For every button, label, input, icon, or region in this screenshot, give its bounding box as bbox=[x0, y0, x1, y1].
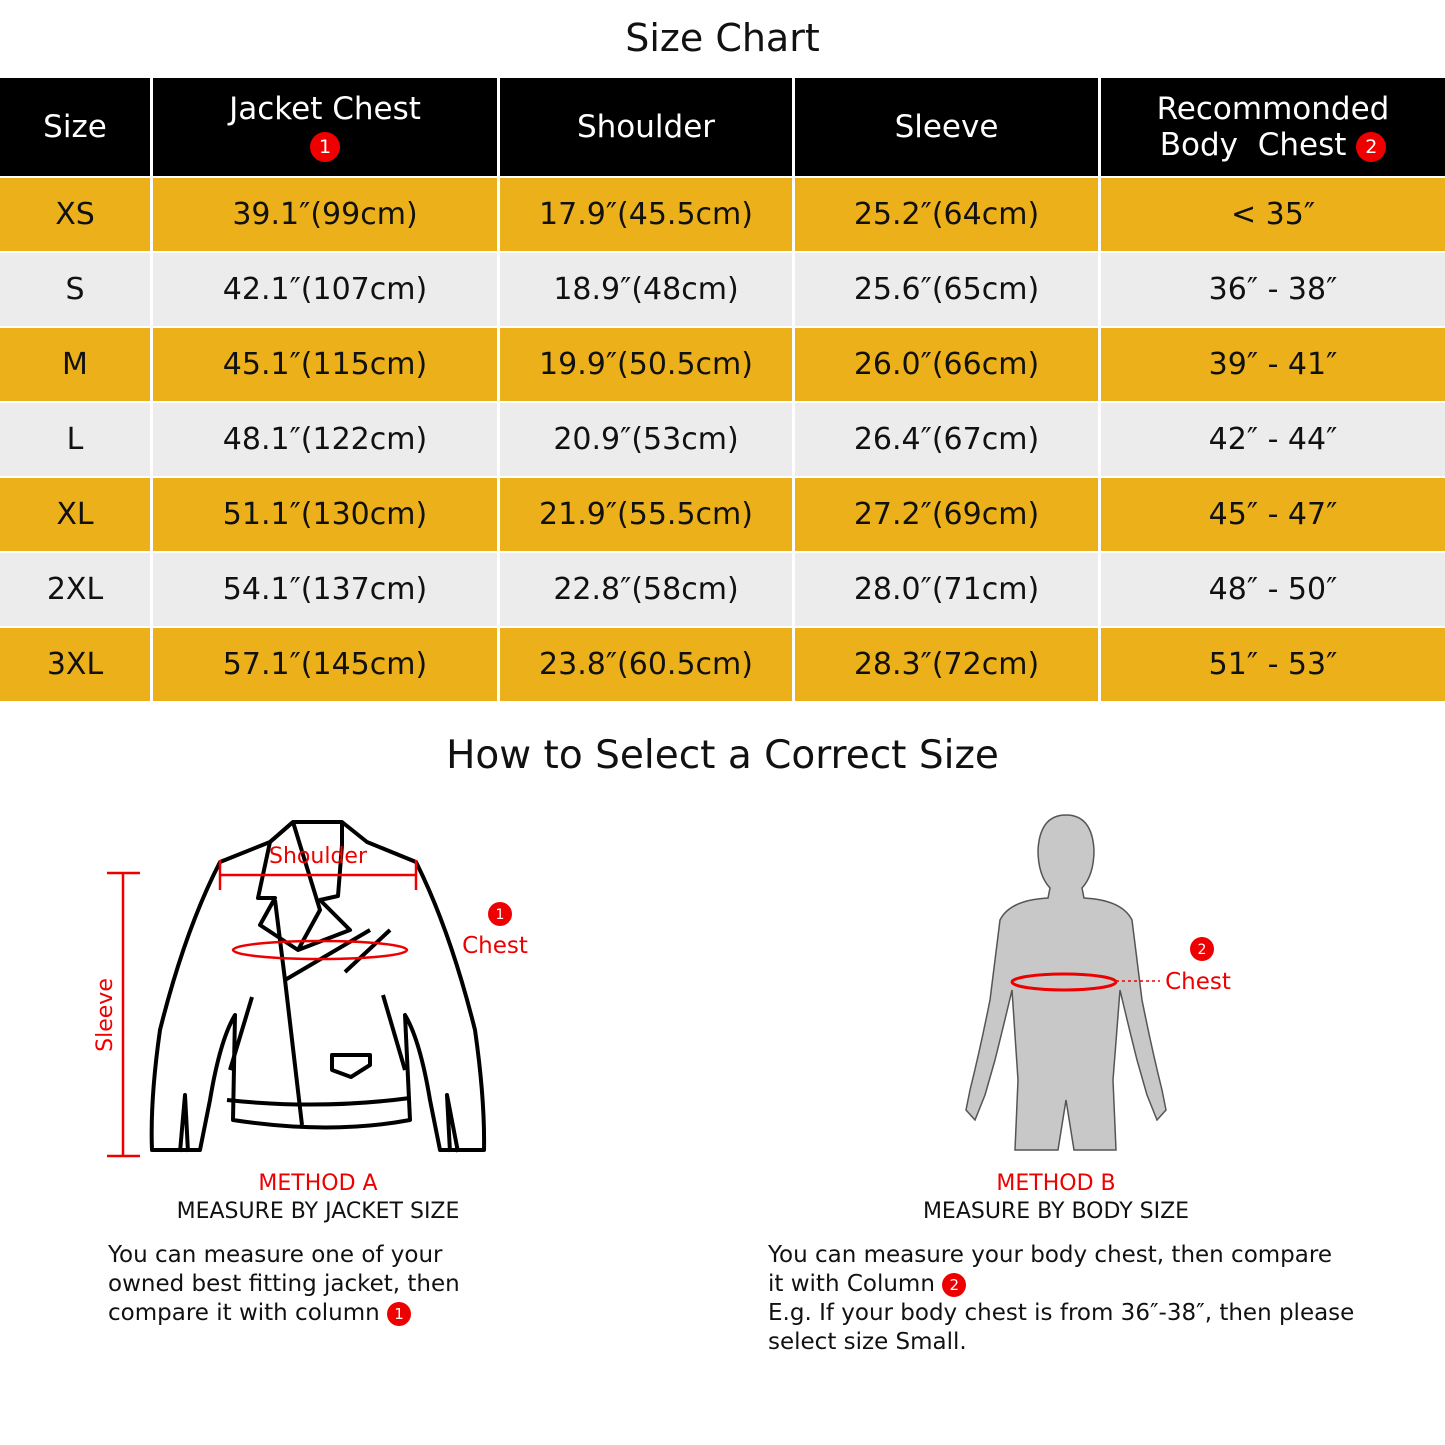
cell-jacket-chest: 42.1″(107cm) bbox=[153, 253, 497, 326]
header-sleeve: Sleeve bbox=[795, 78, 1098, 176]
method-a-label: METHOD A bbox=[258, 1171, 378, 1196]
cell-shoulder: 18.9″(48cm) bbox=[500, 253, 792, 326]
cell-sleeve: 26.0″(66cm) bbox=[795, 328, 1098, 401]
jacket-outline-icon bbox=[149, 820, 487, 1153]
page-title: Size Chart bbox=[625, 16, 820, 60]
header-label: Body Chest bbox=[1159, 127, 1347, 163]
cell-body-chest: 42″ - 44″ bbox=[1101, 403, 1445, 476]
chest-label: Chest bbox=[1165, 969, 1231, 995]
cell-body-chest: < 35″ bbox=[1101, 178, 1445, 251]
cell-size: 2XL bbox=[0, 553, 150, 626]
cell-body-chest: 51″ - 53″ bbox=[1101, 628, 1445, 701]
table-row: L 48.1″(122cm) 20.9″(53cm) 26.4″(67cm) 42″ -… bbox=[0, 403, 1445, 476]
text-line: You can measure your body chest, then co… bbox=[768, 1242, 1332, 1268]
cell-sleeve: 28.0″(71cm) bbox=[795, 553, 1098, 626]
cell-size: M bbox=[0, 328, 150, 401]
header-shoulder: Shoulder bbox=[500, 78, 792, 176]
jacket-diagram: Shoulder Sleeve 1 Chest bbox=[93, 820, 528, 1158]
badge-1: 1 bbox=[387, 1301, 412, 1326]
table-row: XS 39.1″(99cm) 17.9″(45.5cm) 25.2″(64cm) < 3… bbox=[0, 178, 1445, 251]
header-label: Recommonded bbox=[1156, 91, 1390, 127]
cell-body-chest: 36″ - 38″ bbox=[1101, 253, 1445, 326]
cell-body-chest: 48″ - 50″ bbox=[1101, 553, 1445, 626]
badge-1: 1 bbox=[310, 131, 340, 162]
sleeve-label: Sleeve bbox=[93, 978, 118, 1052]
cell-jacket-chest: 48.1″(122cm) bbox=[153, 403, 497, 476]
text-line: it with Column bbox=[768, 1271, 935, 1297]
badge-1-icon bbox=[488, 902, 512, 926]
cell-jacket-chest: 51.1″(130cm) bbox=[153, 478, 497, 551]
cell-size: L bbox=[0, 403, 150, 476]
header-label: Jacket Chest bbox=[229, 91, 421, 127]
cell-body-chest: 45″ - 47″ bbox=[1101, 478, 1445, 551]
method-b-heading: METHOD B MEASURE BY BODY SIZE bbox=[856, 1170, 1256, 1226]
method-a-text: You can measure one of your owned best f… bbox=[108, 1241, 460, 1328]
table-header: Size Jacket Chest 1 Shoulder Sleeve Recom… bbox=[0, 78, 1445, 176]
table-row: 3XL 57.1″(145cm) 23.8″(60.5cm) 28.3″(72cm) 5… bbox=[0, 628, 1445, 701]
cell-jacket-chest: 57.1″(145cm) bbox=[153, 628, 497, 701]
chest-label: Chest bbox=[462, 933, 528, 959]
text-line: compare it with column bbox=[108, 1300, 380, 1326]
cell-jacket-chest: 45.1″(115cm) bbox=[153, 328, 497, 401]
badge-2-icon bbox=[1190, 937, 1214, 961]
shoulder-label: Shoulder bbox=[269, 844, 368, 869]
badge-2: 2 bbox=[942, 1272, 967, 1297]
cell-sleeve: 28.3″(72cm) bbox=[795, 628, 1098, 701]
table-row: S 42.1″(107cm) 18.9″(48cm) 25.6″(65cm) 36″ -… bbox=[0, 253, 1445, 326]
cell-size: S bbox=[0, 253, 150, 326]
header-body-chest: Recommonded Body Chest 2 bbox=[1101, 78, 1445, 176]
cell-sleeve: 25.2″(64cm) bbox=[795, 178, 1098, 251]
method-b-subtitle: MEASURE BY BODY SIZE bbox=[922, 1199, 1190, 1224]
cell-shoulder: 21.9″(55.5cm) bbox=[500, 478, 792, 551]
badge-2: 2 bbox=[1356, 131, 1387, 162]
cell-body-chest: 39″ - 41″ bbox=[1101, 328, 1445, 401]
measure-lines bbox=[107, 860, 418, 1158]
method-b-text: You can measure your body chest, then co… bbox=[768, 1241, 1354, 1357]
header-jacket-chest: Jacket Chest 1 bbox=[153, 78, 497, 176]
table-row: XL 51.1″(130cm) 21.9″(55.5cm) 27.2″(69cm) 45… bbox=[0, 478, 1445, 551]
method-b-label: METHOD B bbox=[996, 1171, 1116, 1196]
cell-jacket-chest: 39.1″(99cm) bbox=[153, 178, 497, 251]
cell-sleeve: 25.6″(65cm) bbox=[795, 253, 1098, 326]
cell-sleeve: 27.2″(69cm) bbox=[795, 478, 1098, 551]
text-line: select size Small. bbox=[768, 1329, 967, 1355]
method-a-heading: METHOD A MEASURE BY JACKET SIZE bbox=[118, 1170, 518, 1226]
text-line: You can measure one of your bbox=[108, 1242, 443, 1268]
badge-number: 2 bbox=[1198, 942, 1207, 958]
table-row: 2XL 54.1″(137cm) 22.8″(58cm) 28.0″(71cm) 48″… bbox=[0, 553, 1445, 626]
guide-title: How to Select a Correct Size bbox=[446, 733, 999, 778]
cell-sleeve: 26.4″(67cm) bbox=[795, 403, 1098, 476]
cell-shoulder: 19.9″(50.5cm) bbox=[500, 328, 792, 401]
cell-shoulder: 20.9″(53cm) bbox=[500, 403, 792, 476]
size-chart-table: Size Jacket Chest 1 Shoulder Sleeve Recom… bbox=[0, 76, 1445, 703]
cell-size: 3XL bbox=[0, 628, 150, 701]
cell-size: XL bbox=[0, 478, 150, 551]
method-a-subtitle: MEASURE BY JACKET SIZE bbox=[176, 1199, 460, 1224]
body-diagram: 2 Chest bbox=[965, 814, 1231, 1151]
badge-number: 1 bbox=[496, 907, 505, 923]
cell-shoulder: 17.9″(45.5cm) bbox=[500, 178, 792, 251]
text-line: E.g. If your body chest is from 36″-38″,… bbox=[768, 1300, 1355, 1326]
cell-size: XS bbox=[0, 178, 150, 251]
header-size: Size bbox=[0, 78, 150, 176]
cell-shoulder: 22.8″(58cm) bbox=[500, 553, 792, 626]
text-line: owned best fitting jacket, then bbox=[108, 1271, 460, 1297]
cell-shoulder: 23.8″(60.5cm) bbox=[500, 628, 792, 701]
table-row: M 45.1″(115cm) 19.9″(50.5cm) 26.0″(66cm) 39″… bbox=[0, 328, 1445, 401]
cell-jacket-chest: 54.1″(137cm) bbox=[153, 553, 497, 626]
body-silhouette-icon bbox=[965, 814, 1167, 1151]
